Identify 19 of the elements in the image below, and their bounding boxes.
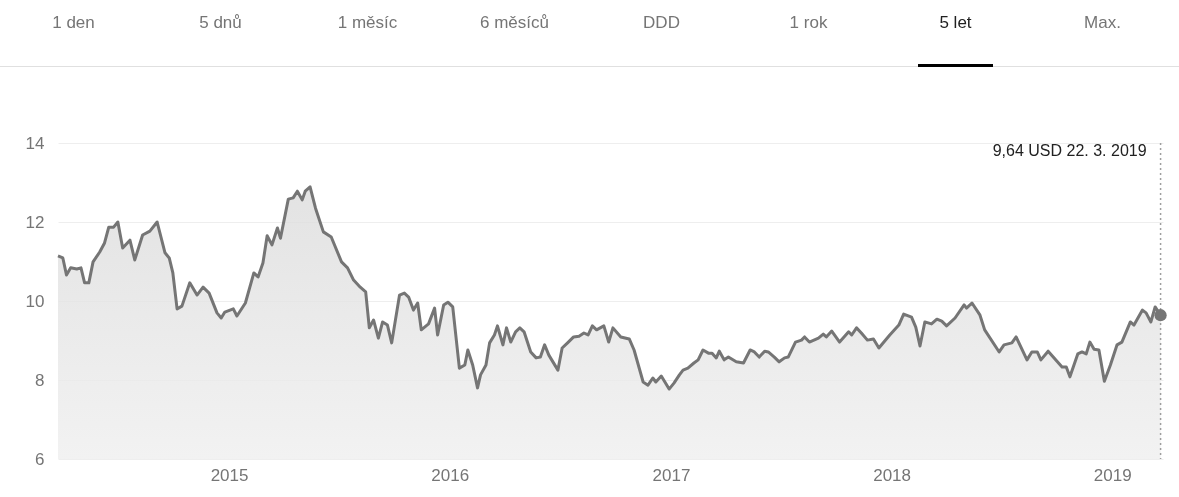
text: 1 měsíc [336,12,399,34]
ref-line-label: 9,64 USD 22. 3. 2019 [992,142,1147,159]
y-tick-label: 12 [25,212,45,232]
text: DDD [642,12,681,34]
x-tick-label: 2016 [431,465,470,485]
x-tick-label: 2017 [652,465,691,485]
y-tick-label: 10 [25,291,45,311]
text: 1 rok [788,12,829,34]
y-tick-label: 14 [25,133,45,153]
text: 1 den [51,12,96,34]
x-tick-label: 2019 [1093,465,1132,485]
x-tick-label: 2018 [873,465,911,485]
text: 5 let [938,12,973,34]
text: Max. [1083,12,1122,34]
y-tick-label: 8 [35,370,45,390]
text: 6 měsíců [479,12,550,34]
text: 5 dnů [198,12,243,34]
x-tick-label: 2015 [210,465,249,485]
y-tick-label: 6 [35,449,45,469]
